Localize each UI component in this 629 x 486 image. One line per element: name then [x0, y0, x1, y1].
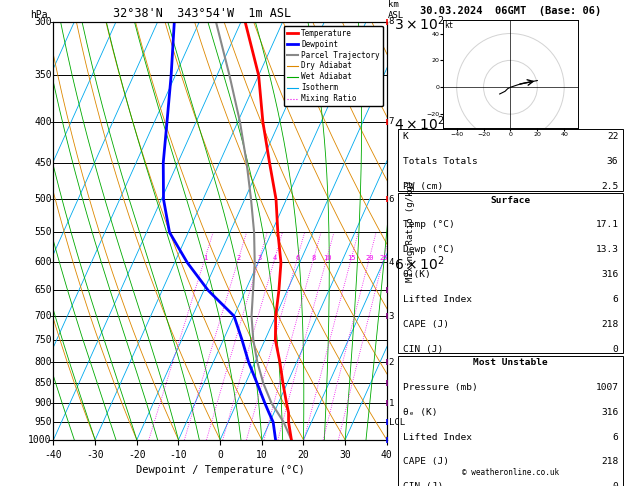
Text: © weatheronline.co.uk: © weatheronline.co.uk: [462, 468, 559, 477]
Text: 750: 750: [34, 335, 52, 345]
Text: 25: 25: [379, 255, 388, 261]
Text: Dewp (°C): Dewp (°C): [403, 245, 454, 254]
Text: 1007: 1007: [596, 383, 618, 392]
Legend: Temperature, Dewpoint, Parcel Trajectory, Dry Adiabat, Wet Adiabat, Isotherm, Mi: Temperature, Dewpoint, Parcel Trajectory…: [284, 26, 383, 106]
Bar: [398, 128, 623, 191]
Text: 7: 7: [389, 117, 394, 126]
Text: 17.1: 17.1: [596, 220, 618, 229]
Text: 350: 350: [34, 70, 52, 80]
Text: 10: 10: [323, 255, 331, 261]
Text: 600: 600: [34, 258, 52, 267]
Text: 300: 300: [34, 17, 52, 27]
Text: 950: 950: [34, 417, 52, 427]
Text: Totals Totals: Totals Totals: [403, 157, 477, 166]
Text: 32°38'N  343°54'W  1m ASL: 32°38'N 343°54'W 1m ASL: [113, 7, 292, 20]
Text: 1: 1: [389, 399, 394, 408]
Text: Most Unstable: Most Unstable: [473, 358, 548, 367]
Text: Surface: Surface: [491, 195, 530, 205]
Text: 6: 6: [295, 255, 299, 261]
Text: Mixing Ratio (g/kg): Mixing Ratio (g/kg): [406, 180, 415, 282]
Text: 800: 800: [34, 357, 52, 367]
Text: 15: 15: [347, 255, 356, 261]
Text: 500: 500: [34, 194, 52, 204]
Text: kt: kt: [445, 21, 454, 30]
Text: 0: 0: [613, 345, 618, 353]
Text: 2.5: 2.5: [601, 182, 618, 191]
Text: 13.3: 13.3: [596, 245, 618, 254]
Text: 3: 3: [257, 255, 262, 261]
Text: 0: 0: [613, 482, 618, 486]
Text: 4: 4: [389, 258, 394, 267]
Text: Temp (°C): Temp (°C): [403, 220, 454, 229]
Text: hPa: hPa: [30, 10, 48, 20]
Bar: [398, 193, 623, 353]
Text: 1: 1: [203, 255, 207, 261]
Text: CIN (J): CIN (J): [403, 345, 443, 353]
Text: LCL: LCL: [389, 417, 404, 427]
Text: 550: 550: [34, 227, 52, 237]
Text: 218: 218: [601, 457, 618, 467]
Text: Lifted Index: Lifted Index: [403, 433, 472, 442]
Text: 6: 6: [613, 295, 618, 304]
Text: 3: 3: [389, 312, 394, 320]
Text: CIN (J): CIN (J): [403, 482, 443, 486]
X-axis label: Dewpoint / Temperature (°C): Dewpoint / Temperature (°C): [136, 465, 304, 475]
Text: 650: 650: [34, 285, 52, 295]
Text: θₑ(K): θₑ(K): [403, 270, 431, 279]
Text: 22: 22: [607, 132, 618, 141]
Text: 2: 2: [389, 358, 394, 367]
Text: CAPE (J): CAPE (J): [403, 457, 448, 467]
Text: CAPE (J): CAPE (J): [403, 320, 448, 329]
Text: 400: 400: [34, 117, 52, 127]
Text: 700: 700: [34, 311, 52, 321]
Text: Pressure (mb): Pressure (mb): [403, 383, 477, 392]
Bar: [398, 356, 623, 486]
Text: 36: 36: [607, 157, 618, 166]
Text: Lifted Index: Lifted Index: [403, 295, 472, 304]
Text: 20: 20: [365, 255, 374, 261]
Text: 218: 218: [601, 320, 618, 329]
Text: 6: 6: [389, 195, 394, 204]
Text: 450: 450: [34, 157, 52, 168]
Text: 6: 6: [613, 433, 618, 442]
Text: 8: 8: [389, 17, 394, 26]
Text: 2: 2: [237, 255, 241, 261]
Text: 850: 850: [34, 379, 52, 388]
Text: 4: 4: [273, 255, 277, 261]
Text: θₑ (K): θₑ (K): [403, 408, 437, 417]
Text: PW (cm): PW (cm): [403, 182, 443, 191]
Text: 1000: 1000: [28, 435, 52, 445]
Text: K: K: [403, 132, 408, 141]
Text: 316: 316: [601, 408, 618, 417]
Text: 30.03.2024  06GMT  (Base: 06): 30.03.2024 06GMT (Base: 06): [420, 6, 601, 16]
Text: 316: 316: [601, 270, 618, 279]
Text: km
ASL: km ASL: [387, 0, 404, 20]
Text: 900: 900: [34, 398, 52, 408]
Text: 8: 8: [312, 255, 316, 261]
